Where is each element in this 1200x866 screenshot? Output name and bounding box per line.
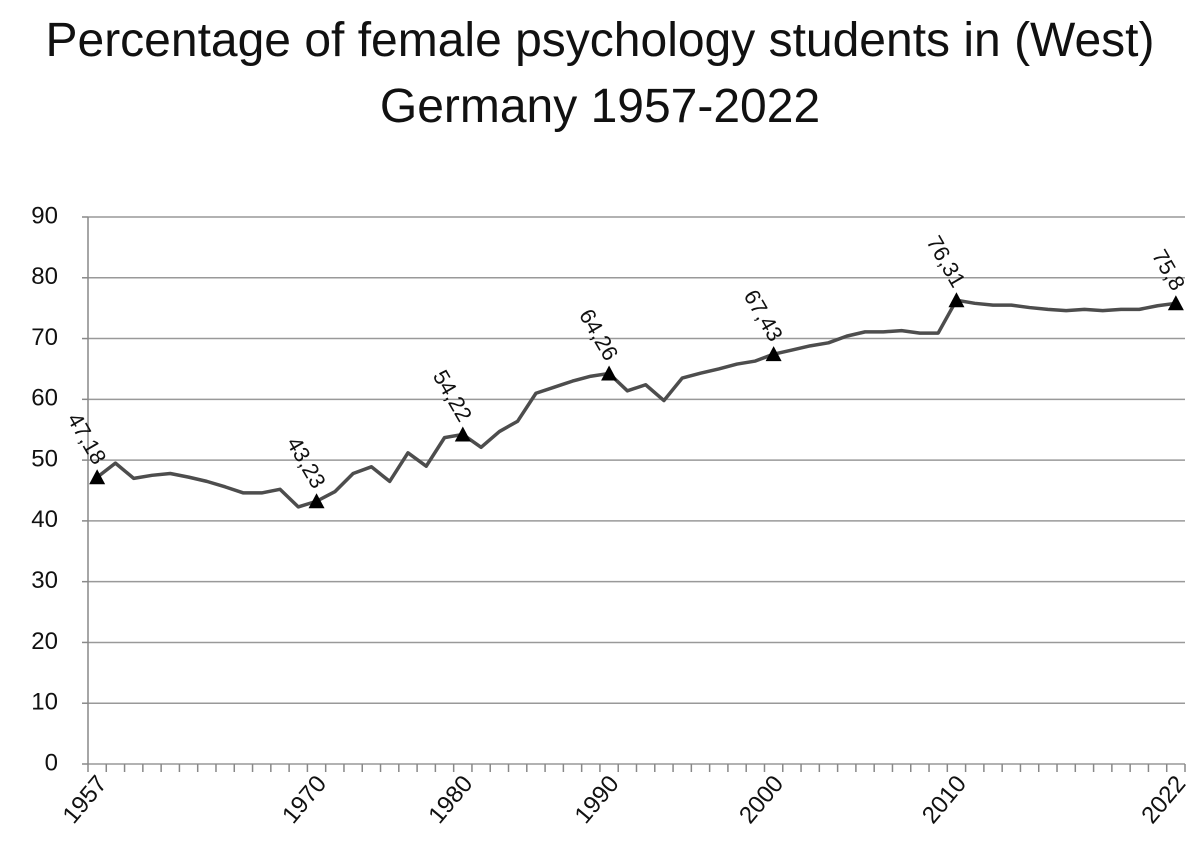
data-label: 43,23 bbox=[282, 432, 331, 492]
y-tick-label: 10 bbox=[31, 689, 58, 716]
x-tick-label: 1990 bbox=[570, 771, 625, 829]
x-tick-label: 1957 bbox=[58, 771, 113, 829]
y-tick-label: 0 bbox=[45, 749, 58, 776]
chart-title: Percentage of female psychology students… bbox=[45, 14, 1155, 133]
data-line bbox=[96, 298, 1177, 509]
data-label: 75,8 bbox=[1147, 245, 1190, 295]
y-tick-label: 90 bbox=[31, 202, 58, 229]
data-label: 47,18 bbox=[62, 408, 111, 468]
y-tick-label: 30 bbox=[31, 567, 58, 594]
y-tick-label: 40 bbox=[31, 506, 58, 533]
y-tick-label: 80 bbox=[31, 263, 58, 290]
x-tick-label: 2022 bbox=[1136, 771, 1191, 829]
data-marker bbox=[601, 365, 618, 381]
x-tick-label: 1970 bbox=[277, 771, 332, 829]
y-tick-label: 20 bbox=[31, 628, 58, 655]
data-marker bbox=[1167, 295, 1184, 311]
data-marker bbox=[308, 493, 325, 509]
data-label: 64,26 bbox=[574, 305, 623, 365]
data-label: 54,22 bbox=[428, 366, 477, 426]
x-tick-label: 2000 bbox=[734, 771, 789, 829]
data-label: 76,31 bbox=[922, 231, 971, 291]
x-tick-label: 2010 bbox=[917, 771, 972, 829]
y-tick-label: 70 bbox=[31, 324, 58, 351]
data-marker bbox=[948, 292, 965, 308]
data-marker bbox=[89, 469, 106, 485]
y-tick-label: 50 bbox=[31, 445, 58, 472]
data-label: 67,43 bbox=[739, 285, 788, 345]
data-marker bbox=[454, 426, 471, 442]
y-tick-label: 60 bbox=[31, 385, 58, 412]
data-marker bbox=[765, 346, 782, 362]
x-tick-label: 1980 bbox=[423, 771, 478, 829]
